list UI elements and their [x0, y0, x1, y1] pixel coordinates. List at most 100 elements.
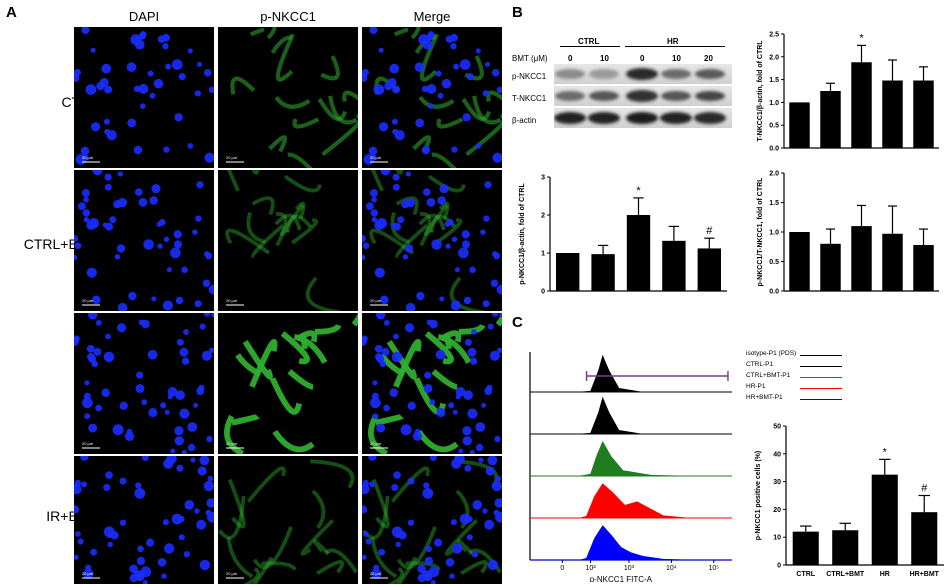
scale-bar-label: 20 μm: [370, 571, 382, 576]
blot-band-label-p-nkcc1: p-NKCC1: [512, 72, 547, 81]
legend-line-ctrl: [800, 366, 842, 367]
y-tick-label: 1.5: [769, 200, 779, 207]
bar: [556, 253, 580, 291]
scale-bar-label: 20 μm: [82, 298, 94, 303]
legend-label-hr-bmt: HR+BMT-P1: [746, 394, 783, 401]
y-tick-label: 0.5: [769, 259, 779, 266]
y-tick-label: 40: [773, 451, 781, 458]
bar: [911, 512, 938, 565]
panel-b-letter: B: [512, 4, 523, 21]
bar-chart-p-t-ratio: p-NKCC1/T-NKCC1, fold of CTRL 0.0 0.5 1.0 1.…: [757, 171, 939, 296]
significance-mark: *: [883, 446, 888, 458]
scale-bar-label: 20 μm: [82, 155, 94, 160]
y-tick-label: 0: [777, 563, 781, 570]
scale-bar-label: 20 μm: [370, 298, 382, 303]
micrograph-ctrl-bmt-merge: 20 μm: [362, 170, 502, 311]
micrograph-ctrl-merge: 20 μm: [362, 27, 502, 168]
panel-c-letter: C: [512, 314, 523, 331]
y-axis-label: p-NKCC1/β-actin, fold of CTRL: [519, 183, 526, 285]
legend-line-hr-bmt: [800, 399, 842, 400]
legend-line-ctrl-bmt: [800, 377, 842, 378]
scale-bar-label: 20 μm: [226, 298, 238, 303]
histogram-peak: [530, 483, 732, 519]
y-tick-label: 0.0: [769, 146, 779, 153]
x-tick-label: CTRL+BMT: [826, 571, 865, 578]
histogram-peak: [530, 396, 732, 435]
histogram-peak: [530, 354, 732, 393]
y-tick-label: 1: [541, 251, 545, 258]
scale-bar-label: 20 μm: [82, 571, 94, 576]
panel-a-letter: A: [6, 4, 17, 21]
blot-dose-2: 10: [600, 54, 609, 63]
bar: [871, 474, 898, 565]
micrograph-ir-dapi: 20 μm: [74, 313, 214, 454]
flow-x-tick-label: 10⁵: [708, 565, 719, 572]
blot-group-hr: HR: [667, 37, 679, 46]
y-tick-label: 50: [773, 424, 781, 431]
blot-dose-5: 20: [704, 54, 713, 63]
y-tick-label: 0: [541, 289, 545, 296]
y-axis-label: p-NKCC1 positive cells (%): [755, 451, 762, 540]
flow-x-axis-label: p-NKCC1 FITC-A: [590, 575, 653, 582]
bar: [913, 80, 934, 148]
bar: [792, 531, 819, 565]
blot-dose-label: BMT (μM): [512, 54, 548, 63]
legend-label-ctrl-bmt: CTRL+BMT-P1: [746, 372, 791, 379]
column-header-p-nkcc1: p-NKCC1: [260, 9, 316, 24]
blot-ctrl-bracket: [560, 46, 620, 47]
scale-bar-label: 20 μm: [226, 441, 238, 446]
significance-mark: *: [859, 32, 864, 44]
x-tick-label: HR+BMT: [910, 571, 940, 578]
legend-line-hr: [800, 388, 842, 389]
significance-mark: *: [636, 185, 641, 197]
flow-x-tick-label: 10⁴: [666, 565, 677, 572]
flow-cytometry-histograms: P2 0 10² 10³ 10⁴ 10⁵ p-NKCC1 FITC-A: [529, 352, 732, 582]
y-tick-label: 1.0: [769, 100, 779, 107]
bar-chart-positive-cells: p-NKCC1 positive cells (%) 0 10 20 30 40 50 CTR…: [755, 424, 944, 578]
y-axis-label: p-NKCC1/T-NKCC1, fold of CTRL: [757, 177, 764, 287]
y-tick-label: 0.0: [769, 289, 779, 296]
bar: [882, 80, 903, 148]
micrograph-ctrl-bmt-dapi: 20 μm: [74, 170, 214, 311]
bar: [832, 530, 859, 565]
bar: [820, 243, 841, 291]
legend-label-ctrl: CTRL-P1: [746, 361, 774, 368]
y-tick-label: 0.5: [769, 123, 779, 130]
bar-chart-t-nkcc1: T-NKCC1/β-actin, fold of CTRL 0.0 0.5 1.0 1.…: [757, 32, 939, 153]
bar: [851, 226, 872, 291]
histogram-peak: [530, 440, 732, 477]
y-axis-label: T-NKCC1/β-actin, fold of CTRL: [757, 40, 764, 142]
y-tick-label: 10: [773, 535, 781, 542]
bar-chart-p-nkcc1: p-NKCC1/β-actin, fold of CTRL 0 1 2 3 * #: [519, 175, 727, 296]
micrograph-ir-p-nkcc1: 20 μm: [218, 313, 358, 454]
y-tick-label: 2: [541, 213, 545, 220]
blot-group-ctrl: CTRL: [578, 37, 600, 46]
flow-x-tick-label: 0: [560, 565, 564, 572]
bar: [591, 254, 615, 291]
blot-band-label-beta-actin: β-actin: [512, 116, 537, 125]
scale-bar-label: 20 μm: [82, 441, 94, 446]
y-tick-label: 1.0: [769, 230, 779, 237]
blot-band-label-t-nkcc1: T-NKCC1: [512, 94, 547, 103]
flow-x-tick-label: 10³: [624, 565, 635, 572]
y-tick-label: 2.0: [769, 54, 779, 61]
histogram-peak: [530, 525, 732, 561]
y-tick-label: 20: [773, 507, 781, 514]
y-tick-label: 2.5: [769, 32, 779, 39]
blot-bands-image: [554, 64, 732, 128]
bar: [789, 102, 810, 148]
y-tick-label: 30: [773, 479, 781, 486]
blot-dose-4: 10: [672, 54, 681, 63]
blot-hr-bracket: [625, 46, 725, 47]
flow-x-tick-label: 10²: [586, 565, 597, 572]
micrograph-ctrl-p-nkcc1: 20 μm: [218, 27, 358, 168]
micrograph-ir-bmt-dapi: 20 μm: [74, 456, 214, 584]
micrograph-ir-bmt-merge: 20 μm: [362, 456, 502, 584]
scale-bar-label: 20 μm: [370, 155, 382, 160]
bar: [851, 62, 872, 148]
x-tick-label: CTRL: [796, 571, 815, 578]
bar: [626, 215, 651, 291]
legend-label-isotype: isotype-P1 (PDS): [746, 350, 797, 357]
blot-dose-3: 0: [640, 54, 645, 63]
y-tick-label: 1.5: [769, 77, 779, 84]
